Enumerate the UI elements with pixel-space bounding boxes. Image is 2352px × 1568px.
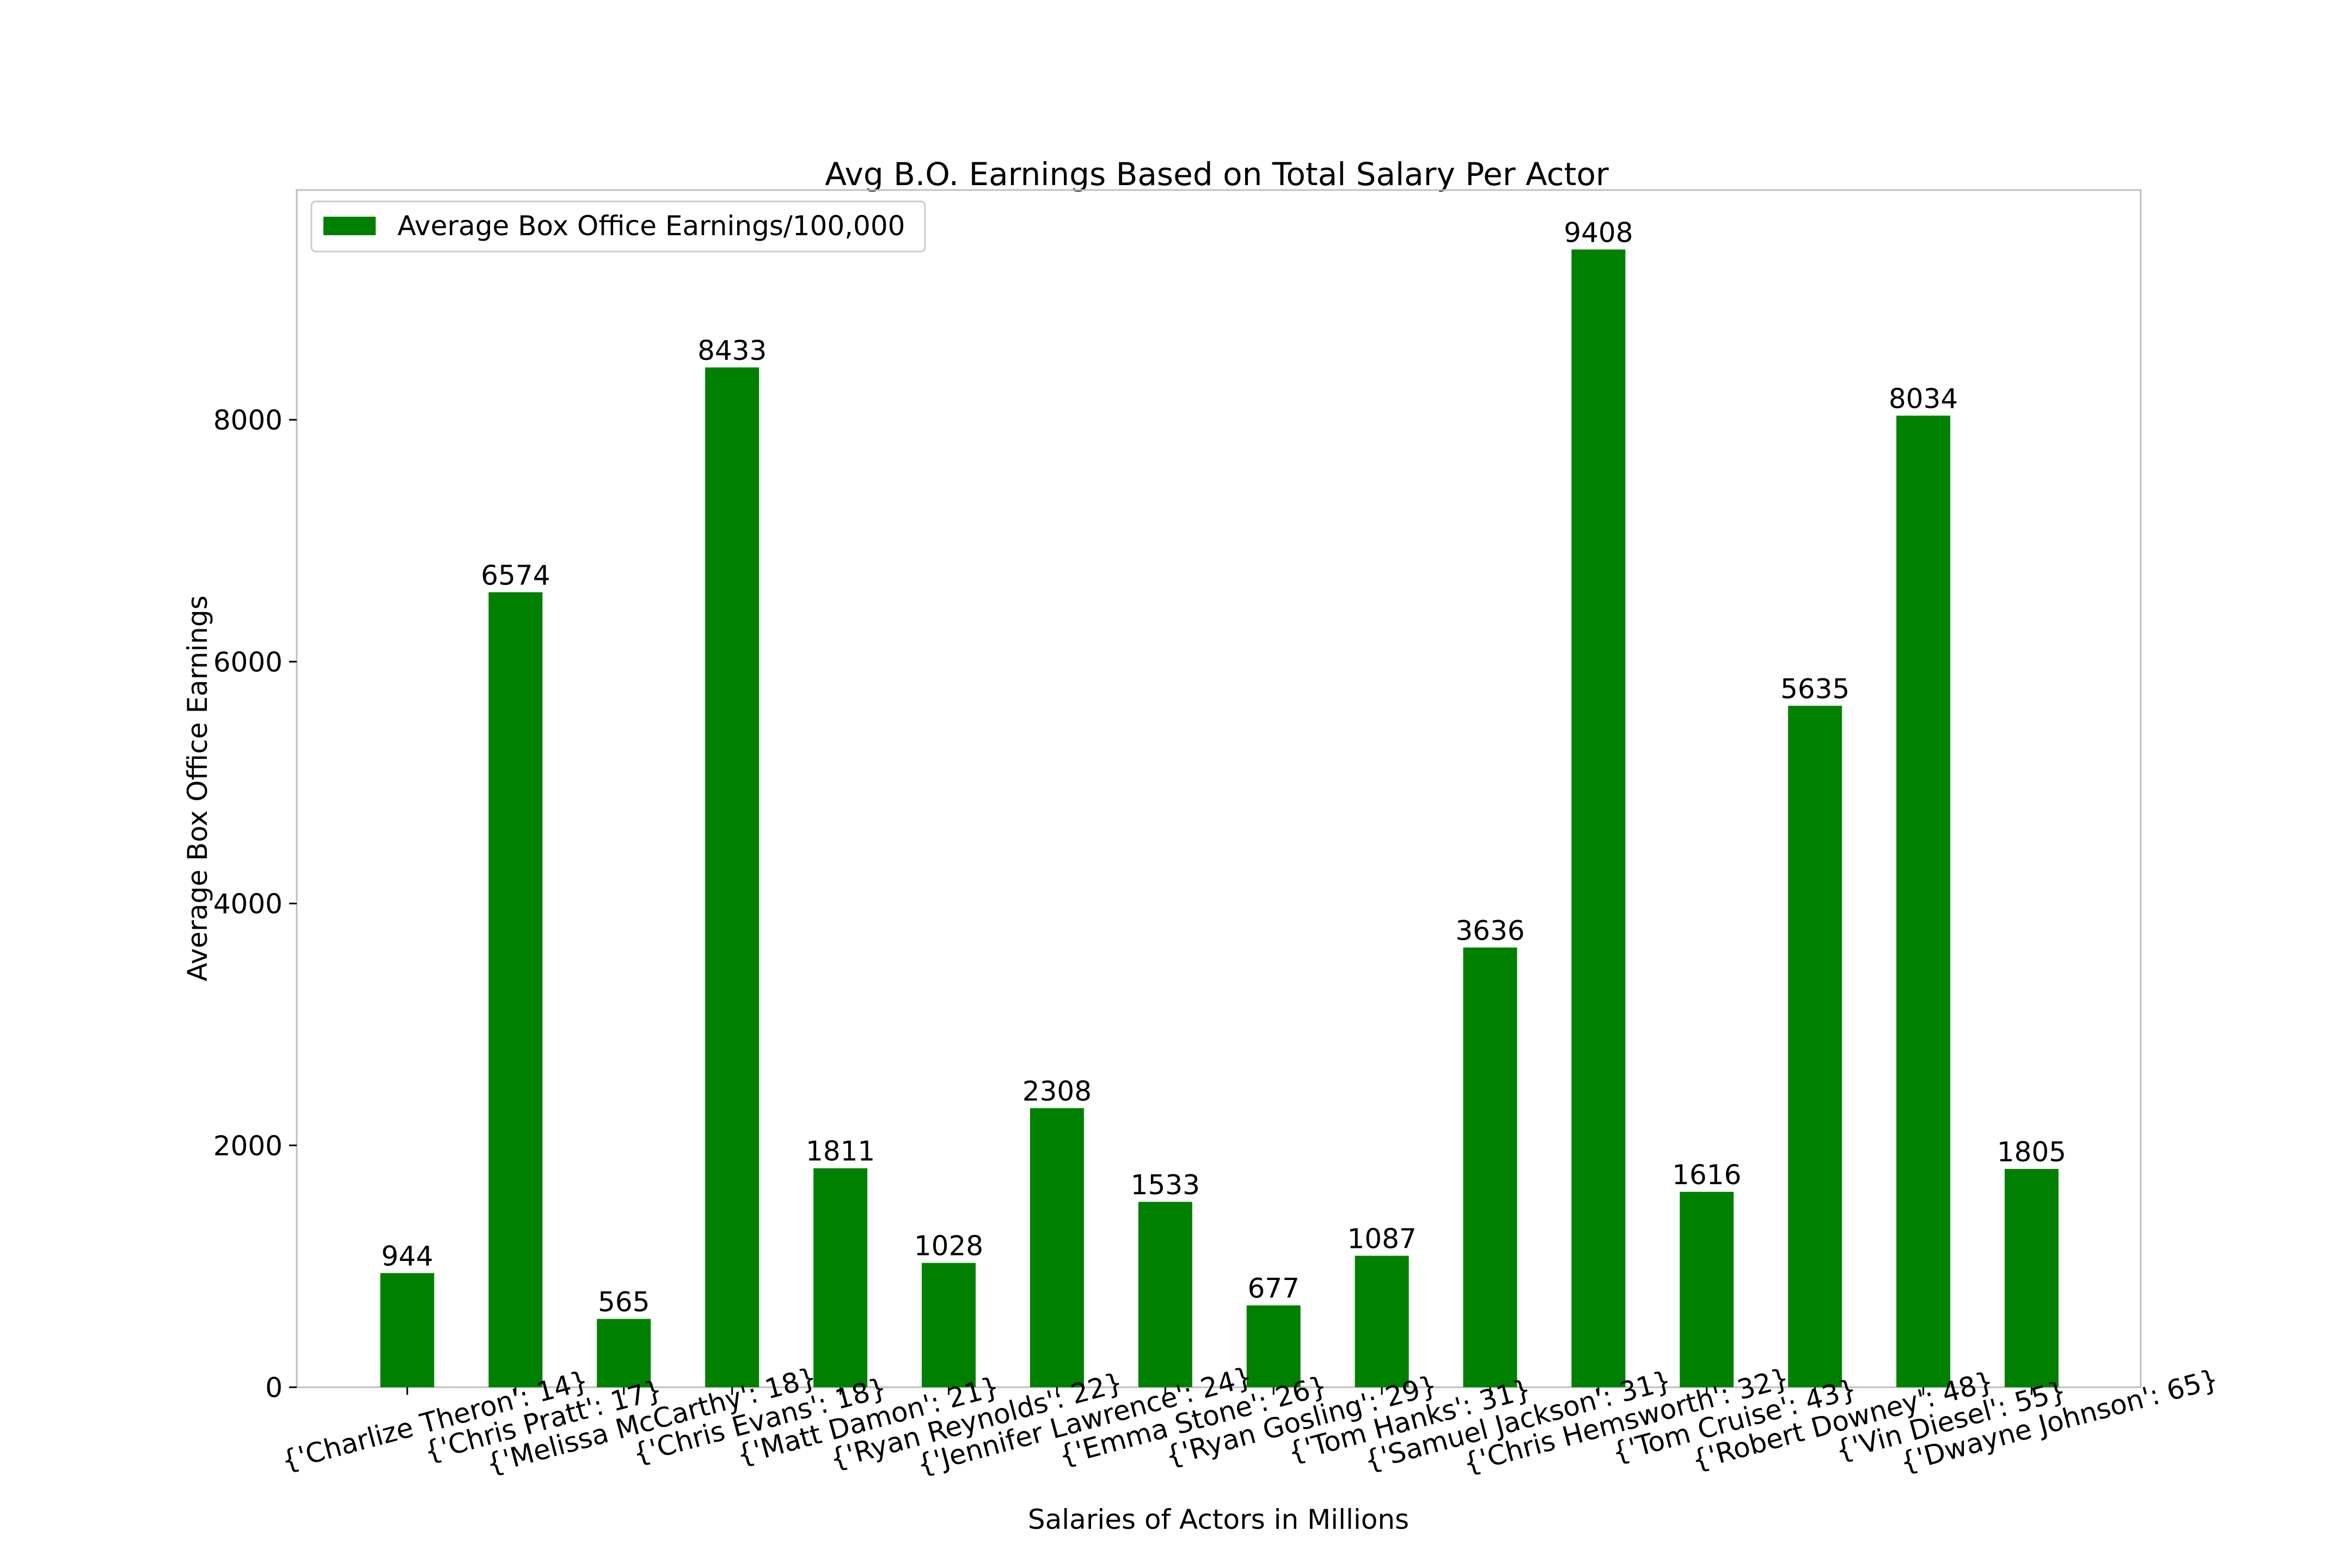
bar xyxy=(1138,1202,1192,1387)
bar xyxy=(1463,947,1517,1387)
chart-title: Avg B.O. Earnings Based on Total Salary … xyxy=(825,156,1609,193)
bar xyxy=(2005,1169,2059,1387)
bar-value-label: 1811 xyxy=(806,1136,875,1167)
bar-value-labels: 944 6574 565 8433 1811 1028 2308 1533 677 1087 363… xyxy=(381,217,2066,1318)
legend-frame xyxy=(310,200,926,253)
bar-value-label: 1616 xyxy=(1672,1159,1741,1191)
legend-swatch xyxy=(323,217,376,235)
y-tick-label: 8000 xyxy=(213,405,283,436)
plot-frame xyxy=(296,189,2142,1388)
bar xyxy=(1680,1192,1734,1387)
x-axis-label: Salaries of Actors in Millions xyxy=(1028,1504,1409,1535)
bar-value-label: 3636 xyxy=(1455,915,1524,946)
bar-value-label: 6574 xyxy=(481,560,550,591)
bar-value-label: 5635 xyxy=(1780,673,1849,705)
bar-value-label: 565 xyxy=(598,1287,650,1318)
legend: Average Box Office Earnings/100,000 xyxy=(310,200,926,253)
bar xyxy=(597,1319,651,1387)
bar-value-label: 1533 xyxy=(1131,1169,1200,1200)
bar-value-label: 944 xyxy=(381,1240,433,1272)
bar-value-label: 1028 xyxy=(914,1230,983,1262)
y-tick-label: 4000 xyxy=(213,889,283,920)
y-axis-label: Average Box Office Earnings xyxy=(182,596,213,982)
bar-value-label: 1087 xyxy=(1347,1223,1416,1255)
bar xyxy=(1896,415,1951,1387)
bar xyxy=(488,592,543,1387)
bars xyxy=(380,249,2059,1387)
y-axis: 0 2000 4000 6000 8000 xyxy=(213,405,297,1404)
y-tick-label: 6000 xyxy=(213,646,283,678)
bar xyxy=(922,1263,976,1387)
bar-value-label: 677 xyxy=(1247,1273,1299,1304)
bar xyxy=(1246,1305,1301,1387)
bar-value-label: 8433 xyxy=(697,335,767,366)
bar xyxy=(705,367,759,1387)
bar xyxy=(1788,706,1842,1387)
bar-value-label: 1805 xyxy=(1997,1136,2066,1168)
bar xyxy=(1355,1255,1409,1387)
bar xyxy=(1571,249,1626,1387)
bar-value-label: 9408 xyxy=(1564,217,1633,248)
bar-value-label: 8034 xyxy=(1889,383,1958,414)
bar xyxy=(380,1273,434,1387)
bar-value-label: 2308 xyxy=(1022,1075,1092,1107)
legend-label: Average Box Office Earnings/100,000 xyxy=(397,210,905,242)
plot-area xyxy=(296,189,2142,1388)
y-tick-label: 0 xyxy=(265,1372,283,1404)
bar xyxy=(1030,1108,1084,1387)
x-axis: {'Charlize Theron': 14}{'Chris Pratt': 1… xyxy=(278,1361,2222,1480)
bar xyxy=(813,1168,868,1387)
y-tick-label: 2000 xyxy=(213,1130,283,1162)
